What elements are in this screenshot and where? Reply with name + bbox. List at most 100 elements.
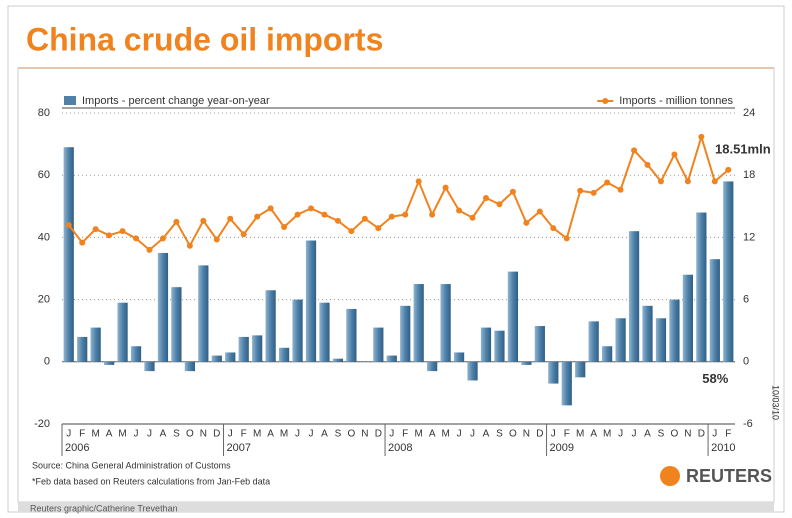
bar xyxy=(130,346,142,362)
x-tick-label: A xyxy=(590,429,597,440)
bar xyxy=(319,302,330,362)
legend-swatch xyxy=(602,98,609,104)
bar xyxy=(265,290,276,362)
line-point xyxy=(79,239,86,246)
year-label: 2010 xyxy=(711,442,735,454)
x-tick-label: O xyxy=(186,429,194,440)
x-tick-label: A xyxy=(267,429,274,440)
line-point xyxy=(698,133,705,140)
x-tick-label: J xyxy=(457,429,462,440)
x-tick-label: D xyxy=(213,429,220,440)
date-stamp: 10/03/10 xyxy=(771,385,781,420)
legend-label: Imports - percent change year-on-year xyxy=(82,95,270,107)
annotation: 18.51mln xyxy=(715,141,771,156)
x-tick-label: M xyxy=(253,429,261,440)
bar xyxy=(628,231,640,362)
x-tick-label: J xyxy=(295,429,300,440)
bar xyxy=(588,321,599,362)
x-tick-label: J xyxy=(551,429,556,440)
line-point xyxy=(657,178,664,185)
y2-tick-label: 24 xyxy=(743,107,755,119)
bar xyxy=(507,271,519,362)
year-label: 2007 xyxy=(227,442,251,454)
line-point xyxy=(388,213,395,220)
footnote: *Feb data based on Reuters calculations … xyxy=(32,476,270,486)
bar xyxy=(238,336,249,362)
bar xyxy=(63,147,74,362)
bar xyxy=(427,361,438,372)
line-point xyxy=(563,235,570,242)
bar xyxy=(117,302,128,362)
bar xyxy=(77,336,88,362)
x-tick-label: J xyxy=(632,429,637,440)
line-point xyxy=(496,201,503,208)
x-tick-label: O xyxy=(347,429,355,440)
line-point xyxy=(415,178,422,185)
x-tick-label: F xyxy=(241,429,247,440)
line-point xyxy=(173,218,180,225)
x-tick-label: O xyxy=(509,429,517,440)
bar xyxy=(440,284,451,362)
bar xyxy=(696,212,707,362)
bar xyxy=(548,361,559,384)
x-tick-label: O xyxy=(671,429,679,440)
line-point xyxy=(429,211,436,218)
bar xyxy=(480,327,492,362)
line-point xyxy=(402,211,409,218)
x-tick-label: D xyxy=(698,429,705,440)
line-point xyxy=(631,147,638,154)
bar xyxy=(292,299,303,362)
line-point xyxy=(213,236,220,243)
line-point xyxy=(186,242,193,249)
line-point xyxy=(482,195,489,202)
line-point xyxy=(92,226,99,233)
year-label: 2006 xyxy=(65,442,89,454)
bar xyxy=(655,318,667,362)
bar xyxy=(346,308,357,362)
bar xyxy=(709,259,720,362)
bar xyxy=(198,265,209,362)
bar xyxy=(642,305,653,362)
line-point xyxy=(644,161,651,168)
bar xyxy=(90,327,101,362)
line-point xyxy=(65,221,72,228)
line-point xyxy=(254,213,261,220)
bar xyxy=(332,358,344,362)
bar xyxy=(682,274,694,362)
x-tick-label: M xyxy=(280,429,288,440)
x-tick-label: M xyxy=(576,429,584,440)
y2-tick-label: 18 xyxy=(743,169,755,181)
x-tick-label: A xyxy=(106,429,113,440)
x-tick-label: J xyxy=(618,429,623,440)
brand: REUTERS xyxy=(686,466,772,486)
line-point xyxy=(200,217,207,224)
line-point xyxy=(375,225,382,232)
x-tick-label: A xyxy=(429,429,436,440)
x-tick-label: A xyxy=(160,429,167,440)
x-tick-label: J xyxy=(134,429,139,440)
line-point xyxy=(671,151,678,158)
y2-tick-label: -6 xyxy=(743,418,753,430)
credit-strip xyxy=(18,502,774,512)
y2-tick-label: 6 xyxy=(743,294,749,306)
line-point xyxy=(442,184,449,191)
bar xyxy=(413,284,424,362)
line-point xyxy=(550,225,557,232)
line-point xyxy=(321,211,328,218)
line-point xyxy=(281,224,288,231)
x-tick-label: J xyxy=(712,429,717,440)
x-tick-label: S xyxy=(496,429,503,440)
chart-title: China crude oil imports xyxy=(26,21,383,57)
x-tick-label: N xyxy=(361,429,368,440)
y2-tick-label: 0 xyxy=(743,356,749,368)
line-point xyxy=(159,235,166,242)
y2-tick-label: 12 xyxy=(743,231,755,243)
bar xyxy=(467,361,478,381)
bar xyxy=(373,327,384,362)
line-point xyxy=(267,205,274,212)
bar xyxy=(386,355,397,362)
x-tick-label: N xyxy=(200,429,207,440)
bar xyxy=(494,330,505,362)
